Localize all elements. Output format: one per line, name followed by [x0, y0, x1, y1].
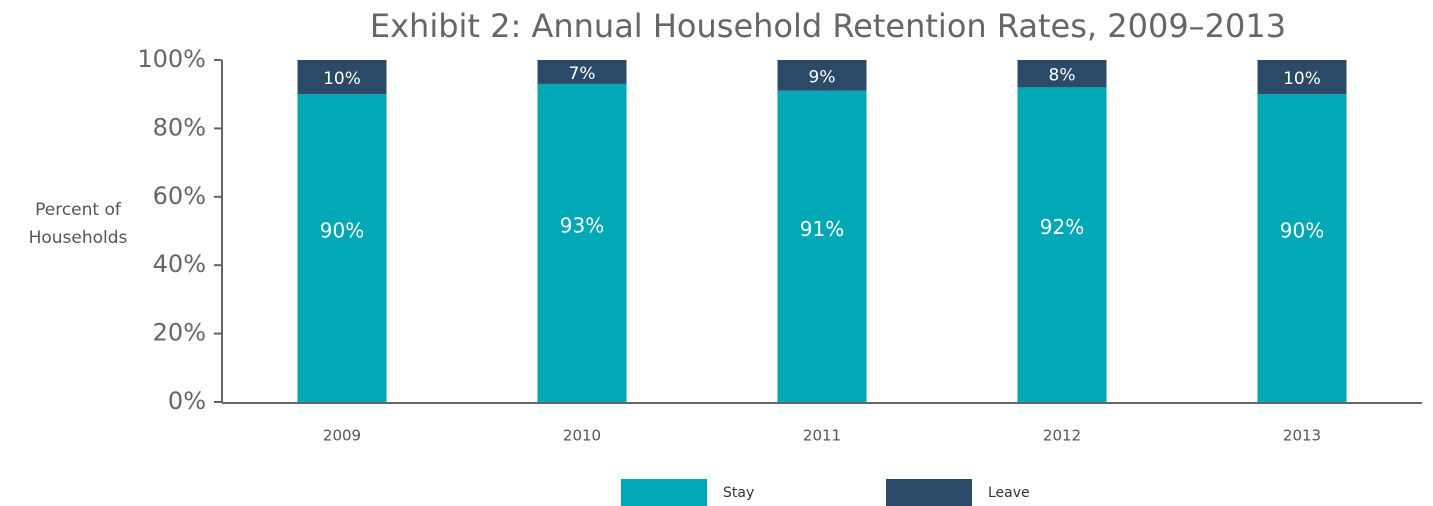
bar-segment	[537, 83, 627, 402]
chart-title: Exhibit 2: Annual Household Retention Ra…	[370, 7, 1286, 45]
x-tick-label: 2009	[323, 427, 361, 445]
bar-segment	[537, 60, 627, 84]
data-label: 93%	[560, 213, 604, 237]
x-tick-label: 2011	[803, 427, 841, 445]
bar-segment	[297, 94, 387, 402]
y-axis-label: Percent of Households	[28, 200, 128, 248]
data-label: 91%	[800, 217, 844, 241]
bar-segment	[777, 90, 867, 402]
bar-segment	[297, 60, 387, 95]
y-tick-label: 100%	[137, 45, 206, 73]
bar-segment	[1257, 60, 1347, 95]
data-label: 7%	[569, 64, 596, 84]
y-tick-label: 80%	[153, 113, 206, 141]
data-label: 90%	[320, 219, 364, 243]
data-label: 92%	[1040, 215, 1084, 239]
data-label: 10%	[1283, 69, 1321, 89]
data-label: 8%	[1049, 66, 1076, 86]
legend-label: Stay	[723, 485, 754, 501]
bar-segment	[1257, 94, 1347, 402]
bar-segment	[1017, 60, 1107, 88]
x-tick-label: 2010	[563, 427, 601, 445]
y-tick-label: 20%	[153, 319, 206, 347]
y-tick-label: 0%	[168, 387, 206, 415]
y-tick-label: 60%	[153, 182, 206, 210]
legend-swatch	[621, 479, 707, 506]
legend-swatch	[886, 479, 972, 506]
legend-label: Leave	[988, 485, 1030, 501]
x-tick-label: 2013	[1283, 427, 1321, 445]
data-label: 9%	[809, 67, 836, 87]
y-tick-label: 40%	[153, 250, 206, 278]
data-label: 90%	[1280, 219, 1324, 243]
data-label: 10%	[323, 69, 361, 89]
x-tick-label: 2012	[1043, 427, 1081, 445]
bar-segment	[1017, 87, 1107, 403]
bar-segment	[777, 60, 867, 91]
